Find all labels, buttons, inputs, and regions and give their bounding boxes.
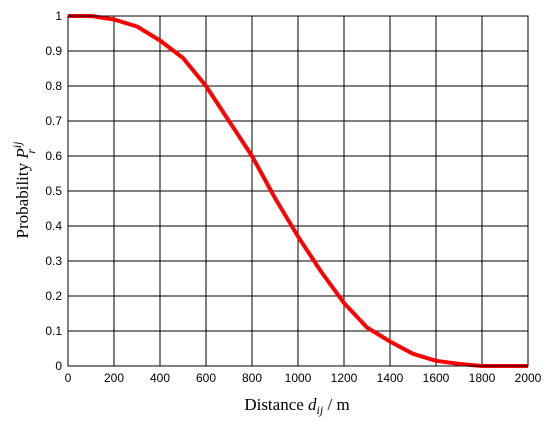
x-tick-label: 1000 [285, 371, 312, 385]
x-tick-label: 400 [150, 371, 170, 385]
x-tick-label: 800 [242, 371, 262, 385]
x-tick-label: 600 [196, 371, 216, 385]
x-label-suffix: / m [323, 395, 349, 414]
x-label-subscript: ij [317, 403, 324, 417]
x-tick-label: 2000 [515, 371, 542, 385]
x-tick-labels: 0 200 400 600 800 1000 1200 1400 1600 1800 2000 [65, 371, 542, 385]
y-tick-label: 0.7 [45, 114, 62, 128]
x-label-prefix: Distance [244, 395, 308, 414]
series-line [68, 14, 528, 368]
x-tick-label: 200 [104, 371, 124, 385]
y-tick-label: 0.1 [45, 324, 62, 338]
x-tick-label: 1800 [469, 371, 496, 385]
y-tick-label: 0.6 [45, 149, 62, 163]
x-tick-label: 1400 [377, 371, 404, 385]
x-tick-label: 1600 [423, 371, 450, 385]
y-tick-label: 0.5 [45, 184, 62, 198]
y-tick-label: 0.4 [45, 219, 62, 233]
y-label-symbol: P [13, 148, 32, 159]
y-tick-label: 1 [55, 9, 62, 23]
y-tick-label: 0.3 [45, 254, 62, 268]
y-tick-label: 0.9 [45, 44, 62, 58]
y-tick-label: 0.2 [45, 289, 62, 303]
y-label-prefix: Probability [13, 159, 32, 239]
x-tick-label: 0 [65, 371, 72, 385]
x-axis-label: Distance dij / m [244, 395, 349, 417]
y-tick-labels: 0 0.1 0.2 0.3 0.4 0.5 0.6 0.7 0.8 0.9 1 [45, 9, 62, 373]
series-group [68, 14, 528, 368]
x-label-symbol: d [308, 395, 317, 414]
y-label-subscript: r [24, 149, 38, 154]
y-label-superscript: ij [10, 141, 24, 148]
plot-frame [67, 15, 529, 367]
y-axis-label: Probability Pijr [10, 141, 38, 239]
x-tick-label: 1200 [331, 371, 358, 385]
y-tick-label: 0.8 [45, 79, 62, 93]
y-tick-label: 0 [55, 359, 62, 373]
